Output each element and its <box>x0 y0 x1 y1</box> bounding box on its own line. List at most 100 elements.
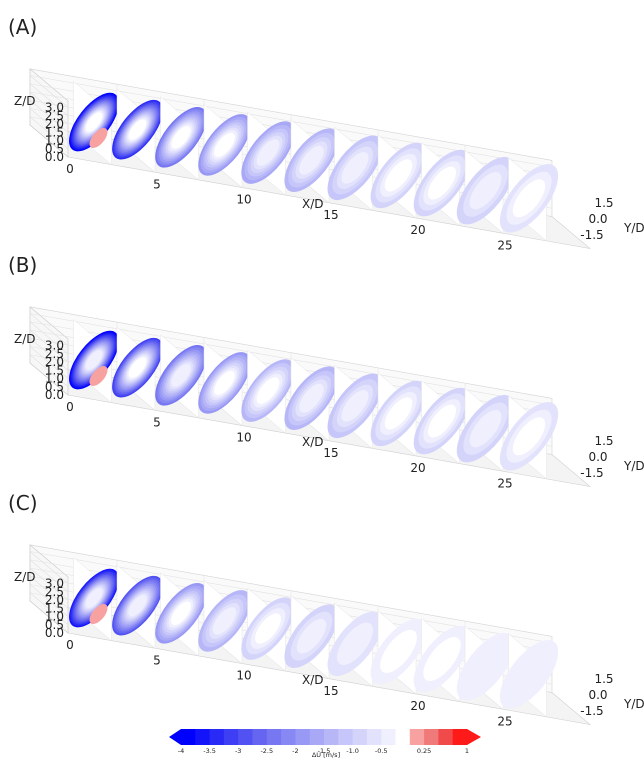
y-tick-label: 0.0 <box>588 450 607 464</box>
wake-slice <box>370 372 427 457</box>
x-tick-label: 10 <box>236 431 251 445</box>
colorbar-max-arrow <box>467 729 481 745</box>
grid-line <box>29 576 69 609</box>
wake-slice <box>413 141 471 227</box>
contour-level <box>299 383 324 413</box>
wake-slice <box>499 633 559 718</box>
grid-line <box>29 559 69 592</box>
colorbar-tick-label: -1.0 <box>346 747 359 755</box>
y-axis-label: Y/D <box>623 459 644 473</box>
wake-slice <box>456 387 515 472</box>
colorbar-swatch <box>195 729 211 745</box>
colorbar-tick-label: -3.5 <box>203 747 216 755</box>
colorbar-swatch <box>281 729 296 745</box>
contour-level <box>256 377 280 404</box>
colorbar-swatch <box>352 729 368 745</box>
contour-level <box>299 145 324 175</box>
colorbar-swatch <box>309 729 325 745</box>
positive-contour <box>89 604 108 624</box>
colorbar-swatch <box>366 729 382 745</box>
wake-slice <box>327 364 383 449</box>
z-tick-label: 2.5 <box>45 585 64 599</box>
wake-slice <box>370 610 427 695</box>
colorbar-swatch <box>338 729 354 745</box>
x-tick-label: 25 <box>497 714 512 728</box>
x-tick-label: 5 <box>153 415 161 429</box>
z-tick-label: 0.5 <box>45 142 64 156</box>
contour-level <box>456 632 515 701</box>
panel-label: (B) <box>8 253 37 277</box>
contour-level <box>212 607 237 635</box>
contour-level <box>384 159 413 192</box>
grid-line <box>29 83 69 116</box>
wake-slice <box>112 564 163 649</box>
grid-line <box>29 567 69 601</box>
wake-slice <box>284 595 339 680</box>
z-tick-label: 1.5 <box>45 601 64 615</box>
panel-c: 0.00.51.01.52.02.53.005101520251.50.0-1.… <box>8 491 644 728</box>
contour-level <box>171 363 191 387</box>
z-tick-label: 0.0 <box>45 150 64 164</box>
x-tick-label: 20 <box>410 223 425 237</box>
wake-slice <box>155 334 207 419</box>
colorbar-swatch <box>223 729 239 745</box>
side-pane <box>29 68 69 158</box>
y-tick-label: -1.5 <box>580 228 603 242</box>
wake-slice <box>413 617 471 703</box>
colorbar-tick-label: 0.25 <box>417 747 431 755</box>
contour-level <box>128 357 147 379</box>
wake-slice <box>69 318 119 404</box>
contour-level <box>512 417 546 456</box>
colorbar-swatch <box>181 729 196 745</box>
contour-level <box>296 618 327 654</box>
wake-slice <box>456 625 515 710</box>
colorbar-tick-label: -0.5 <box>375 747 388 755</box>
contour-level <box>85 112 103 132</box>
y-tick-label: 1.5 <box>594 196 613 210</box>
grid-line <box>29 354 69 387</box>
contour-level <box>128 119 147 140</box>
contour-level <box>336 622 374 666</box>
x-tick-label: 0 <box>66 638 74 652</box>
panel-a: 0.00.51.01.52.02.53.005101520251.50.0-1.… <box>8 15 644 252</box>
wake-slice <box>456 149 515 234</box>
x-tick-label: 15 <box>323 684 338 698</box>
y-axis-label: Y/D <box>623 697 644 711</box>
panel-label: (C) <box>8 491 38 515</box>
contour-level <box>512 179 546 218</box>
x-tick-label: 10 <box>236 193 251 207</box>
grid-line <box>29 313 69 346</box>
x-tick-label: 25 <box>497 238 512 252</box>
contour-level <box>427 166 457 200</box>
x-tick-label: 10 <box>236 669 251 683</box>
positive-contour <box>89 366 108 386</box>
z-tick-label: 2.0 <box>45 355 64 369</box>
colorbar-swatch <box>381 729 396 745</box>
grid-line <box>29 329 69 363</box>
colorbar: -4 -3.5 -3 -2.5 -2 -1.5 -1.0 -0.5 0.25 1 ΔU [m/s] <box>169 729 481 758</box>
grid-line <box>29 321 69 354</box>
x-tick-label: 25 <box>497 476 512 490</box>
z-tick-label: 1.0 <box>45 372 64 386</box>
colorbar-swatch <box>295 729 311 745</box>
wake-slice <box>155 572 207 657</box>
contour-level <box>423 637 461 682</box>
wake-slice <box>241 349 295 434</box>
colorbar-swatch <box>238 729 253 745</box>
wake-slice <box>284 357 339 442</box>
y-tick-label: 1.5 <box>594 672 613 686</box>
colorbar-tick-label: -1.5 <box>318 747 331 755</box>
z-axis-label: Z/D <box>14 570 36 584</box>
colorbar-swatch <box>395 729 411 745</box>
grid-line <box>29 592 69 625</box>
x-tick-label: 20 <box>410 461 425 475</box>
z-tick-label: 2.0 <box>45 117 64 131</box>
positive-contour <box>89 128 108 148</box>
z-tick-label: 3.0 <box>45 101 64 115</box>
z-tick-label: 1.0 <box>45 134 64 148</box>
colorbar-swatch <box>409 729 425 745</box>
wake-slice <box>155 96 207 181</box>
x-tick-label: 20 <box>410 699 425 713</box>
z-tick-label: 0.0 <box>45 388 64 402</box>
